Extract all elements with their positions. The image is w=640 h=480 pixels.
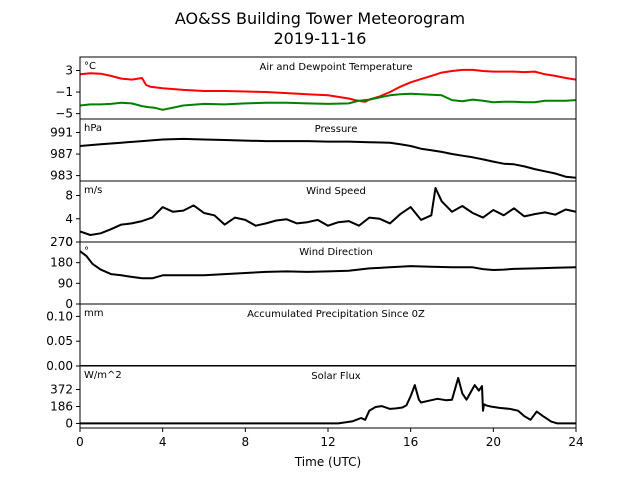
unit-label-temperature: °C: [84, 61, 96, 72]
y-tick-label-wind_speed-2: 0: [65, 235, 73, 249]
y-tick-label-precipitation-0: 0.10: [46, 309, 73, 323]
series-pressure-0: [80, 137, 576, 179]
panel-precipitation: 0.10 0.05 0.00 mm Accumulated Precipitation …: [46, 303, 577, 373]
panel-title-precipitation: Accumulated Precipitation Since 0Z: [247, 309, 425, 320]
y-tick-label-pressure-1: 987: [50, 147, 73, 161]
y-tick-label-wind_speed-0: 8: [65, 189, 73, 203]
panel-solar_flux: 372 186 0 W/m^2 Solar Flux: [50, 365, 577, 430]
y-tick-label-wind_speed-1: 4: [65, 212, 73, 226]
y-tick-label-temperature-0: 3: [65, 63, 73, 77]
y-tick-label-temperature-1: −1: [55, 85, 73, 99]
chart-title: AO&SS Building Tower Meteorogram: [175, 9, 465, 28]
x-axis: 0 4 8 12 16 20 24: [76, 428, 584, 449]
unit-label-wind_speed: m/s: [84, 185, 102, 196]
unit-label-precipitation: mm: [84, 308, 103, 319]
x-tick-label-0: 0: [76, 435, 84, 449]
x-tick-label-1: 4: [159, 435, 167, 449]
y-tick-label-wind_direction-3: 0: [65, 297, 73, 311]
y-tick-label-precipitation-2: 0.00: [46, 359, 73, 373]
x-axis-label: Time (UTC): [294, 455, 361, 469]
panel-title-solar_flux: Solar Flux: [311, 371, 361, 382]
y-tick-label-wind_direction-1: 180: [50, 256, 73, 270]
x-tick-label-2: 8: [242, 435, 250, 449]
panel-wind_direction: 270 180 90 0 ° Wind Direction: [50, 235, 577, 311]
unit-label-pressure: hPa: [84, 123, 102, 134]
panel-title-temperature: Air and Dewpoint Temperature: [260, 62, 413, 73]
chart-subtitle: 2019-11-16: [274, 29, 367, 48]
panel-temperature: 3 −1 −5 °C Air and Dewpoint Temperature: [55, 56, 577, 121]
y-tick-label-solar_flux-0: 372: [50, 383, 73, 397]
unit-label-solar_flux: W/m^2: [84, 370, 122, 381]
x-tick-label-5: 20: [486, 435, 501, 449]
series-temperature-0: [80, 68, 576, 103]
series-wind_speed-0: [80, 187, 576, 236]
panel-title-pressure: Pressure: [315, 124, 358, 135]
unit-label-wind_direction: °: [84, 246, 89, 257]
x-tick-label-3: 12: [320, 435, 335, 449]
y-tick-label-pressure-2: 983: [50, 169, 73, 183]
y-tick-label-wind_direction-2: 90: [58, 276, 73, 290]
y-tick-label-temperature-2: −5: [55, 107, 73, 121]
y-tick-label-precipitation-1: 0.05: [46, 334, 73, 348]
y-tick-label-solar_flux-2: 0: [65, 416, 73, 430]
x-tick-label-4: 16: [403, 435, 418, 449]
y-tick-label-wind_direction-0: 270: [50, 235, 73, 249]
series-temperature-1: [80, 92, 576, 111]
y-tick-label-solar_flux-1: 186: [50, 399, 73, 413]
x-tick-label-6: 24: [568, 435, 583, 449]
panel-title-wind_direction: Wind Direction: [299, 247, 373, 258]
panel-pressure: 991 987 983 hPa Pressure: [50, 118, 577, 183]
panel-wind_speed: 8 4 0 m/s Wind Speed: [65, 180, 577, 249]
panel-title-wind_speed: Wind Speed: [306, 186, 366, 197]
panels-group: 3 −1 −5 °C Air and Dewpoint Temperature 991 98…: [46, 56, 577, 430]
series-wind_direction-0: [80, 250, 576, 280]
y-tick-label-pressure-0: 991: [50, 125, 73, 139]
series-solar_flux-0: [80, 376, 576, 425]
